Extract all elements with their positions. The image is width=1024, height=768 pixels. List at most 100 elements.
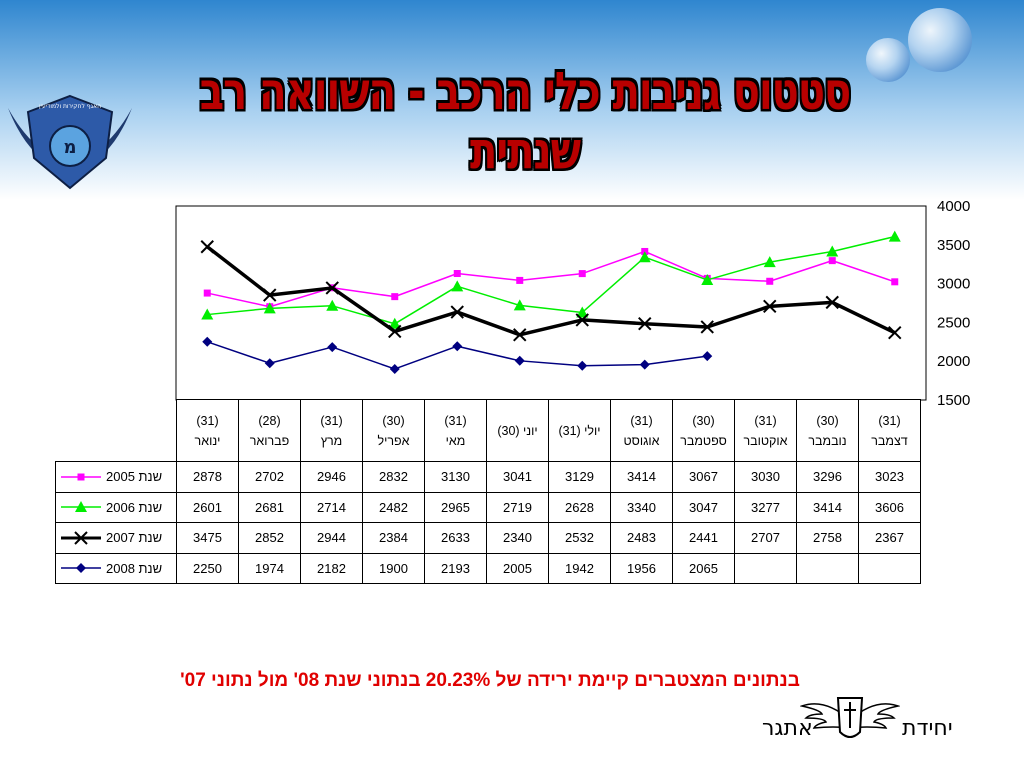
data-point-2006 xyxy=(263,302,276,314)
month-days: (31) xyxy=(754,413,777,428)
table-cell: 2852 xyxy=(238,522,301,554)
data-point-2008 xyxy=(702,351,713,362)
table-cell: 2714 xyxy=(300,491,363,523)
legend-entry: שנת 2008 xyxy=(55,552,177,584)
data-point-2006 xyxy=(638,251,651,263)
table-cell: 2758 xyxy=(796,522,859,554)
month-name: יולי (31) xyxy=(558,423,601,438)
table-cell: 2384 xyxy=(362,522,425,554)
table-cell: 2719 xyxy=(486,491,549,523)
legend-marker xyxy=(74,531,88,545)
table-cell: 3041 xyxy=(486,461,549,493)
month-header: (30) אפריל xyxy=(362,399,425,462)
data-point-2006 xyxy=(388,317,401,329)
data-point-2006 xyxy=(701,273,714,285)
table-cell: 3277 xyxy=(734,491,797,523)
table-cell: 1942 xyxy=(548,552,611,584)
month-days: (31) xyxy=(320,413,343,428)
table-cell: 2944 xyxy=(300,522,363,554)
table-cell: 3296 xyxy=(796,461,859,493)
data-point-2008 xyxy=(577,360,588,371)
legend-label: שנת 2007 xyxy=(106,530,163,546)
legend-label: שנת 2005 xyxy=(106,469,163,485)
series-line-2007 xyxy=(206,245,896,337)
data-point-2006 xyxy=(576,306,589,318)
data-point-2007 xyxy=(700,320,714,334)
table-cell: 2707 xyxy=(734,522,797,554)
y-tick-label: 2500 xyxy=(937,314,970,331)
table-cell: 3067 xyxy=(672,461,735,493)
table-corner xyxy=(56,400,177,462)
table-cell: 3023 xyxy=(858,461,921,493)
legend-label: שנת 2006 xyxy=(106,499,163,515)
legend-entry: שנת 2007 xyxy=(55,522,177,554)
data-point-2007 xyxy=(325,281,339,295)
month-name: נובמבר xyxy=(808,433,847,448)
data-point-2006 xyxy=(451,280,464,292)
table-cell: 3475 xyxy=(176,522,239,554)
month-header: יולי (31) xyxy=(548,399,611,462)
series-line-2005 xyxy=(207,250,895,308)
slide-title: סטטוס גניבות כלי הרכב - השוואה רב שנתית xyxy=(199,62,851,182)
decor-bubble-large xyxy=(908,8,972,72)
month-days: (31) xyxy=(196,413,219,428)
table-cell: 3414 xyxy=(796,491,859,523)
month-days: (30) xyxy=(382,413,405,428)
data-point-2006 xyxy=(326,299,339,311)
header-background xyxy=(0,0,1024,200)
month-header: (31) אוגוסט xyxy=(610,399,673,462)
table-cell: 2441 xyxy=(672,522,735,554)
legend-swatch xyxy=(61,531,101,545)
police-logo: מ האגף לחקירות ולמודיעין xyxy=(0,88,140,203)
table-cell: 2483 xyxy=(610,522,673,554)
data-point-2005 xyxy=(203,289,211,297)
table-cell: 2601 xyxy=(176,491,239,523)
month-days: (30) xyxy=(816,413,839,428)
month-days: (28) xyxy=(258,413,281,428)
y-tick-label: 3500 xyxy=(937,237,970,254)
table-row: שנת 2005 2878 2702 2946 2832 3130 3041 3129 3414… xyxy=(55,461,921,493)
data-point-2007 xyxy=(450,305,464,319)
data-point-2005 xyxy=(578,270,586,278)
table-row: שנת 2006 2601 2681 2714 2482 2965 2719 2628 3340… xyxy=(55,491,921,523)
table-cell: 2702 xyxy=(238,461,301,493)
month-days: (31) xyxy=(630,413,653,428)
data-point-2007 xyxy=(263,288,277,302)
table-cell: 1900 xyxy=(362,552,425,584)
table-cell: 2532 xyxy=(548,522,611,554)
data-point-2007 xyxy=(200,240,214,254)
legend-marker xyxy=(76,563,86,574)
month-name: מרץ xyxy=(320,433,343,448)
month-header: (30) נובמבר xyxy=(796,399,859,462)
y-tick-label: 4000 xyxy=(937,198,970,215)
month-header: יוני (30) xyxy=(486,399,549,462)
table-cell: 2946 xyxy=(300,461,363,493)
unit-name-left: אתגר xyxy=(762,716,813,741)
line-chart: 4000 3500 3000 2500 2000 1500 xyxy=(175,198,970,409)
data-point-2005 xyxy=(453,270,461,278)
month-header: (30) ספטמבר xyxy=(672,399,735,462)
data-point-2008 xyxy=(639,359,650,370)
table-row: שנת 2008 2250 1974 2182 1900 2193 2005 1942 1956… xyxy=(55,552,921,584)
legend-entry: שנת 2006 xyxy=(55,491,177,523)
legend-marker xyxy=(77,473,85,481)
month-days: (31) xyxy=(878,413,901,428)
legend-swatch xyxy=(61,501,101,513)
table-cell: 2250 xyxy=(176,552,239,584)
month-header: (31) דצמבר xyxy=(858,399,921,462)
svg-text:מ: מ xyxy=(63,137,76,158)
unit-emblem xyxy=(799,688,901,753)
data-point-2007 xyxy=(888,326,902,340)
data-point-2006 xyxy=(763,256,776,268)
table-cell: 2340 xyxy=(486,522,549,554)
month-name: יוני (30) xyxy=(497,423,538,438)
series-2006 xyxy=(201,230,901,329)
month-header: (31) מרץ xyxy=(300,399,363,462)
data-table: (31) ינואר (28) פברואר (31) מרץ (30) אפריל (31) מ… xyxy=(55,399,921,584)
table-cell: 3130 xyxy=(424,461,487,493)
decor-bubble-small xyxy=(866,38,910,82)
month-name: אוגוסט xyxy=(623,433,660,448)
table-cell: 1956 xyxy=(610,552,673,584)
data-point-2007 xyxy=(575,313,589,327)
table-cell: 2482 xyxy=(362,491,425,523)
